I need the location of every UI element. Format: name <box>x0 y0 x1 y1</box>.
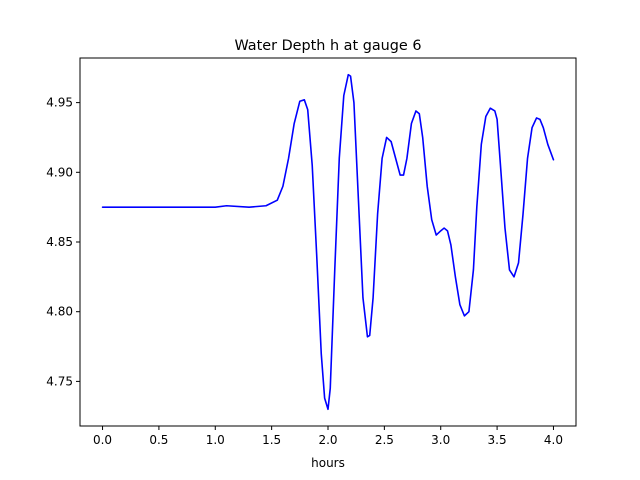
plot-area: 0.0 0.5 1.0 1.5 2.0 2.5 3.0 3.5 4.0 4.75 4.80 4.85 4… <box>46 57 577 447</box>
y-tick-label: 4.85 <box>46 235 73 249</box>
y-tick-label: 4.95 <box>46 96 73 110</box>
y-tick-label: 4.90 <box>46 165 73 179</box>
x-tick-label: 0.5 <box>149 433 168 447</box>
x-tick-label: 3.0 <box>431 433 450 447</box>
x-tick-label: 1.5 <box>262 433 281 447</box>
x-tick-label: 3.5 <box>488 433 507 447</box>
x-tick-label: 0.0 <box>93 433 112 447</box>
x-tick-label: 4.0 <box>544 433 563 447</box>
x-tick-label: 2.0 <box>318 433 337 447</box>
x-tick-label: 2.5 <box>375 433 394 447</box>
x-tick-label: 1.0 <box>206 433 225 447</box>
x-axis-label: hours <box>311 456 345 470</box>
y-tick-label: 4.80 <box>46 305 73 319</box>
y-tick-label: 4.75 <box>46 374 73 388</box>
chart-title: Water Depth h at gauge 6 <box>234 38 421 54</box>
series-line <box>101 73 555 411</box>
